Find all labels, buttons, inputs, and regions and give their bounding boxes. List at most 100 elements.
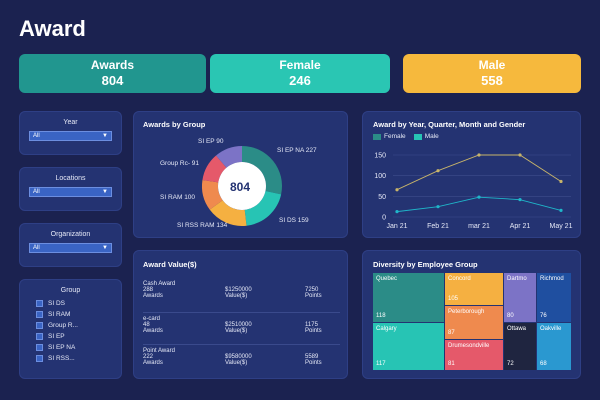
year-filter: Year All ▼ (19, 111, 122, 155)
group-option[interactable]: Group R... (36, 321, 121, 329)
kpi-awards[interactable]: Awards 804 (19, 54, 206, 93)
year-select-value: All (33, 133, 40, 139)
data-point-female[interactable] (436, 169, 440, 173)
data-point-female[interactable] (518, 153, 522, 157)
award-row-labels: Awards Value($) Points (143, 360, 340, 366)
award-value-label: Value($) (225, 360, 248, 366)
legend-label-male: Male (424, 133, 439, 140)
treemap-cell-peterborough[interactable]: Peterborough 87 (445, 306, 503, 339)
slice-label-si-ep: SI EP 90 (198, 138, 224, 145)
treemap-cell-ottawa[interactable]: Ottawa 72 (504, 323, 536, 370)
donut-slice-0[interactable] (242, 146, 282, 195)
treemap-cell-oakville[interactable]: Oakville 68 (537, 323, 571, 370)
data-point-female[interactable] (477, 153, 481, 157)
treemap-cell-concord[interactable]: Concord 105 (445, 273, 503, 305)
data-point-male[interactable] (395, 210, 399, 214)
legend-swatch-female (373, 133, 381, 140)
organization-select[interactable]: All ▼ (29, 243, 112, 253)
treemap-cell-calgary[interactable]: Calgary 117 (373, 323, 444, 370)
group-option-label: SI RAM (48, 310, 71, 318)
donut-chart (202, 146, 282, 226)
data-point-male[interactable] (477, 195, 481, 199)
award-points-label: Points (305, 293, 322, 299)
group-filter-label: Group (60, 287, 81, 294)
group-option[interactable]: SI DS (36, 299, 121, 307)
cell-value: 68 (540, 361, 547, 367)
year-select[interactable]: All ▼ (29, 131, 112, 141)
award-section: Cash Award 288 $1250000 7250 Awards Value($… (143, 281, 340, 313)
kpi-male-label: Male (478, 58, 506, 72)
checkbox[interactable] (36, 299, 43, 307)
award-value-title: Award Value($) (143, 260, 197, 269)
award-count-label: Awards (143, 328, 163, 334)
cell-value: 80 (507, 313, 514, 319)
checkbox[interactable] (36, 310, 43, 318)
group-option[interactable]: SI RSS... (36, 354, 121, 362)
group-option[interactable]: SI RAM (36, 310, 121, 318)
checkbox[interactable] (36, 343, 43, 351)
data-point-male[interactable] (436, 205, 440, 209)
donut-slice-5[interactable] (216, 146, 242, 168)
award-value: $9580000 (225, 354, 252, 360)
kpi-awards-label: Awards (90, 58, 135, 72)
data-point-male[interactable] (518, 198, 522, 202)
treemap-cell-richmod[interactable]: Richmod 76 (537, 273, 571, 322)
award-value-label: Value($) (225, 293, 248, 299)
slice-label-si-ds: SI DS 159 (279, 217, 309, 224)
donut-slice-2[interactable] (209, 200, 247, 226)
donut-center (218, 162, 266, 210)
group-option[interactable]: SI EP NA (36, 343, 121, 351)
donut-total: 804 (230, 180, 251, 194)
cell-name: Concord (448, 276, 471, 282)
donut-slice-3[interactable] (202, 179, 223, 210)
organization-filter-label: Organization (50, 231, 91, 238)
treemap-cell-dartmo[interactable]: Dartmo 80 (504, 273, 536, 322)
kpi-female-label: Female (279, 58, 321, 72)
awards-by-group-panel: Awards by Group 804 SI EP 90 SI EP NA 22… (133, 111, 348, 238)
checkbox[interactable] (36, 332, 43, 340)
checkbox[interactable] (36, 354, 43, 362)
y-tick-label: 50 (378, 194, 386, 201)
cell-name: Calgary (376, 326, 397, 332)
group-option-label: Group R... (48, 321, 78, 329)
award-row-values: 288 $1250000 7250 (143, 287, 340, 293)
award-points-label: Points (305, 328, 322, 334)
kpi-awards-value: 804 (101, 73, 124, 88)
award-section-name: Point Award (143, 348, 175, 354)
group-option-label: SI DS (48, 299, 65, 307)
series-line-female (396, 154, 562, 191)
donut-slice-4[interactable] (202, 155, 227, 183)
group-option[interactable]: SI EP (36, 332, 121, 340)
treemap-cell-quebec[interactable]: Quebec 118 (373, 273, 444, 322)
award-points: 1175 (305, 322, 318, 328)
x-tick-label: Apr 21 (510, 223, 531, 230)
line-chart-legend: Female Male (373, 133, 439, 140)
cell-value: 118 (376, 313, 386, 319)
cell-value: 81 (448, 361, 455, 367)
legend-label-female: Female (384, 133, 406, 140)
cell-value: 117 (376, 361, 386, 367)
kpi-female[interactable]: Female 246 (210, 54, 390, 93)
locations-select[interactable]: All ▼ (29, 187, 112, 197)
year-filter-label: Year (63, 119, 78, 126)
award-section: Point Award 222 $9580000 5589 Awards Value(… (143, 345, 340, 377)
award-row-labels: Awards Value($) Points (143, 328, 340, 334)
kpi-male[interactable]: Male 558 (403, 54, 581, 93)
checkbox[interactable] (36, 321, 43, 329)
data-point-male[interactable] (559, 208, 563, 212)
treemap-cell-drumesondville[interactable]: Drumesondville 81 (445, 340, 503, 370)
slice-label-si-ep-na: SI EP NA 227 (277, 147, 317, 154)
data-point-female[interactable] (559, 179, 563, 184)
group-option-label: SI EP (48, 332, 65, 340)
award-section-name: Cash Award (143, 281, 176, 287)
cell-value: 72 (507, 361, 514, 367)
y-tick-label: 100 (374, 173, 386, 180)
award-points-label: Points (305, 360, 322, 366)
slice-label-group-rc: Group Rc- 91 (160, 160, 200, 167)
donut-slice-1[interactable] (244, 190, 282, 226)
kpi-male-value: 558 (481, 73, 503, 88)
award-count-label: Awards (143, 360, 163, 366)
group-option-label: SI RSS... (48, 354, 75, 362)
data-point-female[interactable] (395, 188, 399, 192)
cell-name: Richmod (540, 276, 564, 282)
